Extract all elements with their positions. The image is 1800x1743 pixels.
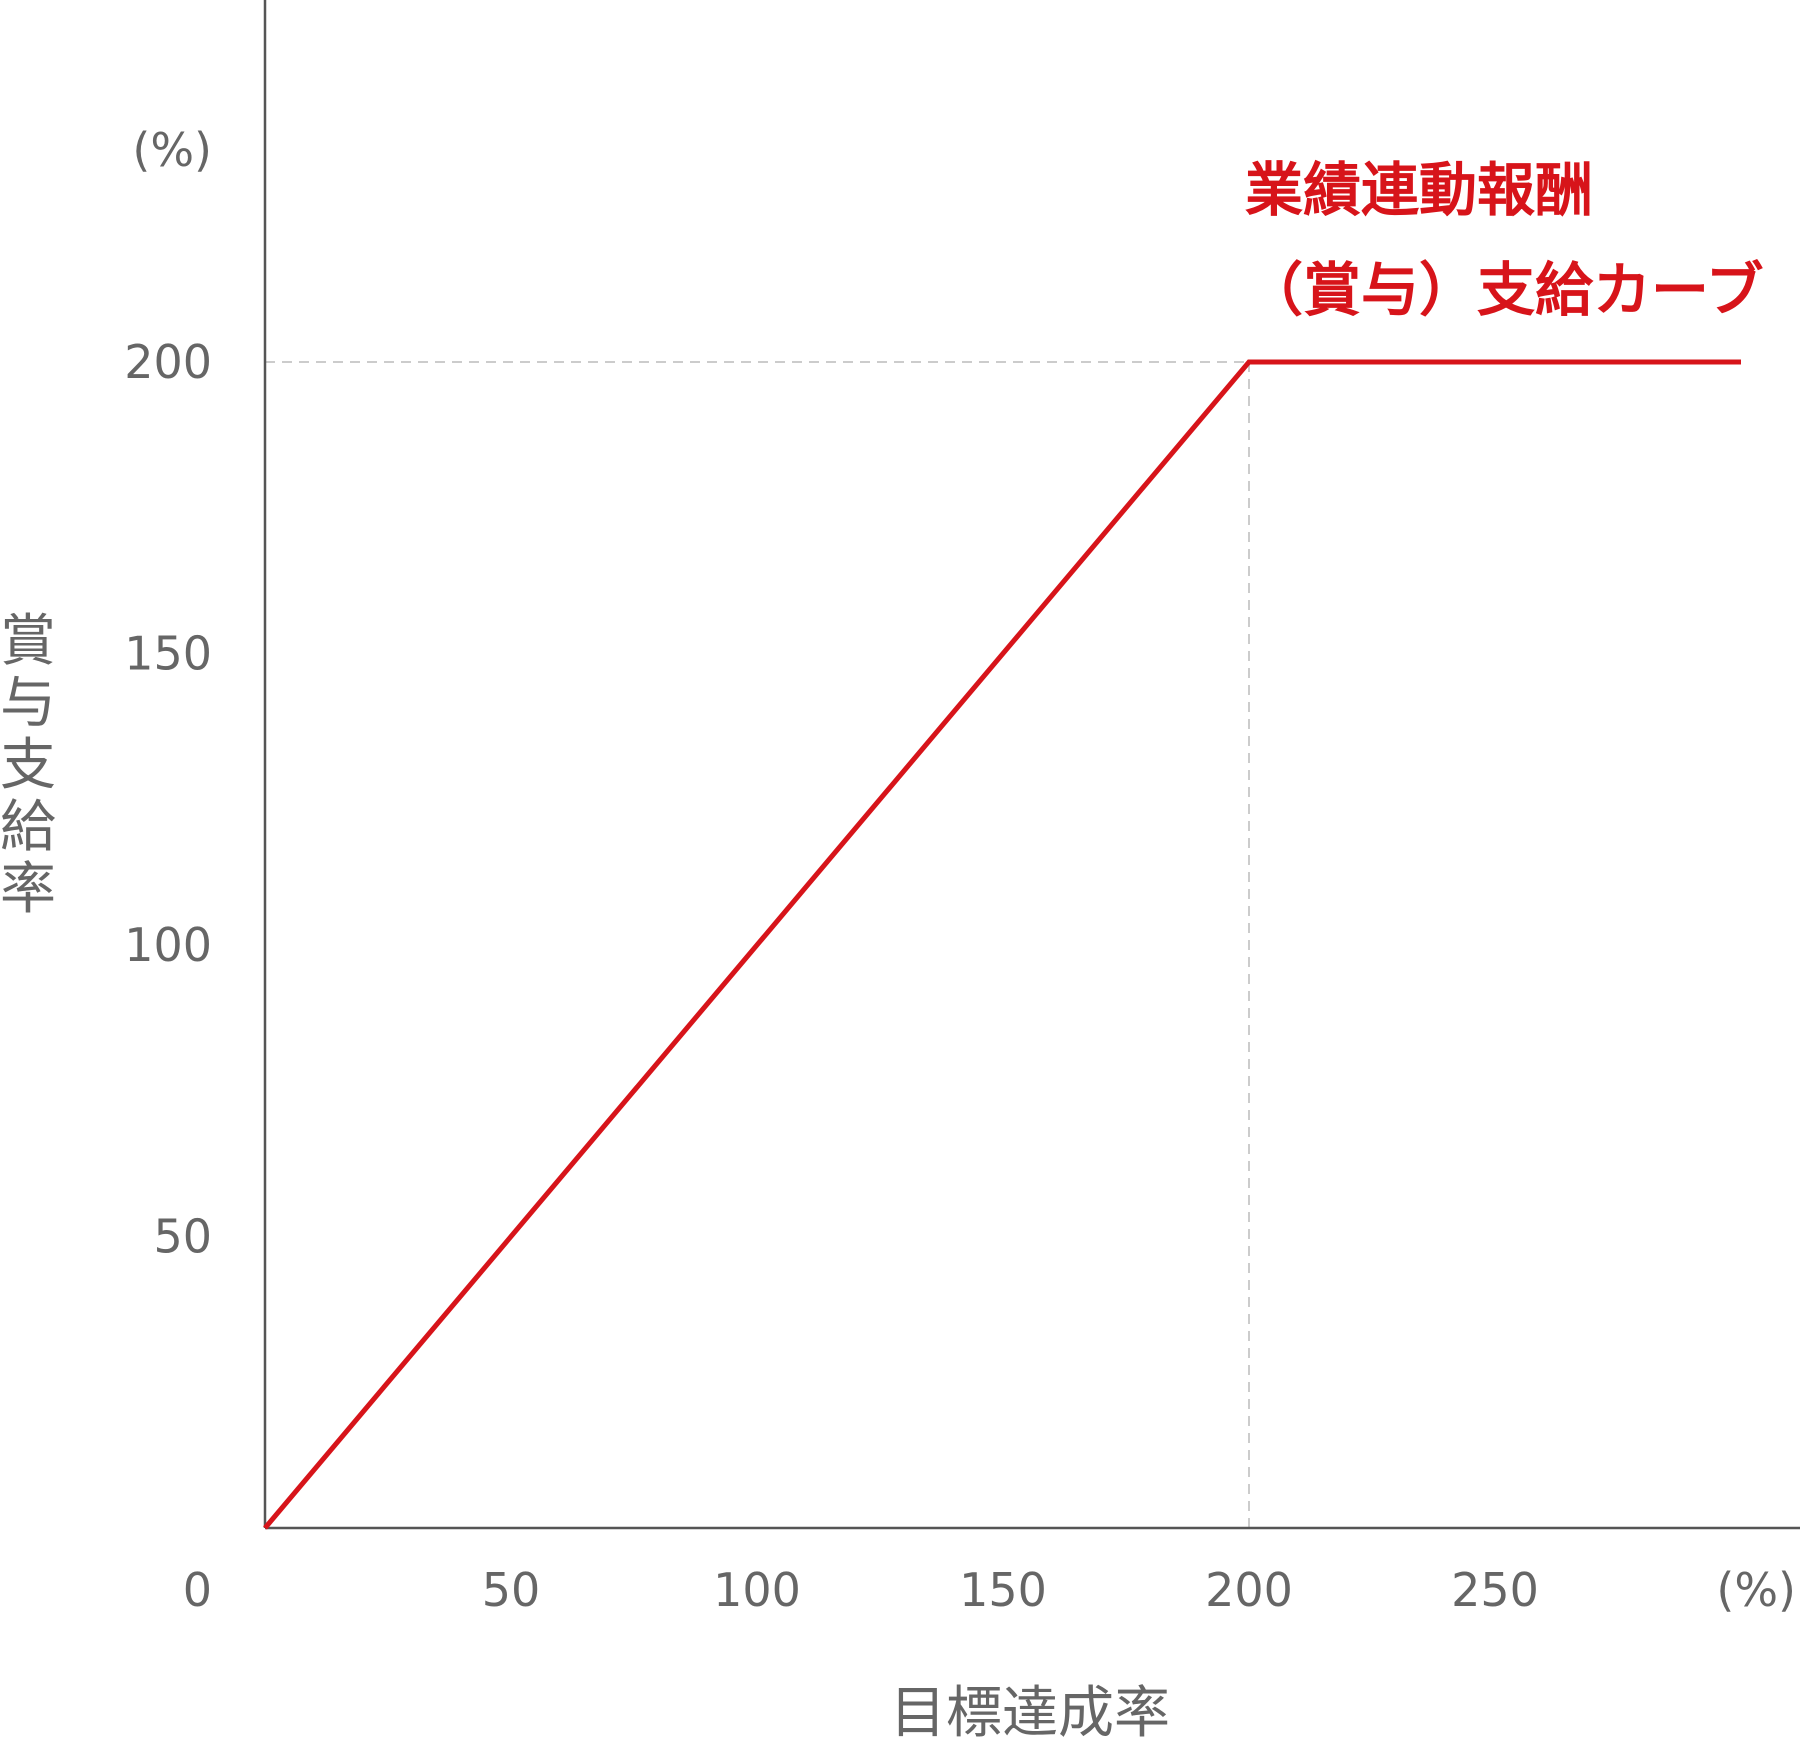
- y-tick-label: 100: [124, 918, 212, 972]
- y-axis-title-char: 賞: [0, 609, 56, 674]
- y-unit-label: (%): [132, 123, 212, 177]
- x-tick-label: 200: [1205, 1563, 1293, 1617]
- x-tick-label: 250: [1451, 1563, 1539, 1617]
- series-group: [263, 359, 1741, 1530]
- y-tick-label: 150: [124, 627, 212, 681]
- y-tick-label: 50: [153, 1210, 212, 1264]
- x-axis-title: 目標達成率: [890, 1681, 1170, 1743]
- x-tick-label: 100: [713, 1563, 801, 1617]
- series-label: 業績連動報酬 （賞与）支給カーブ: [1245, 156, 1764, 324]
- x-tick-labels: 50 100 150 200 250: [482, 1563, 1539, 1617]
- axes: [263, 0, 1800, 1530]
- series-label-line: 業績連動報酬: [1245, 156, 1593, 224]
- y-tick-label: 200: [124, 335, 212, 389]
- y-axis-title-char: 支: [0, 733, 56, 798]
- series-line-0: [263, 359, 1741, 1530]
- x-unit-label: (%): [1716, 1563, 1796, 1617]
- y-axis-title-char: 率: [0, 857, 56, 922]
- y-axis-title-char: 給: [0, 795, 56, 860]
- y-tick-labels: 50 100 150 200: [124, 335, 212, 1264]
- origin-label: 0: [183, 1563, 212, 1617]
- x-tick-label: 50: [482, 1563, 541, 1617]
- reference-lines: [265, 361, 1250, 1528]
- y-axis-title-char: 与: [0, 671, 56, 736]
- x-tick-label: 150: [959, 1563, 1047, 1617]
- series-label-line: （賞与）支給カーブ: [1245, 256, 1764, 324]
